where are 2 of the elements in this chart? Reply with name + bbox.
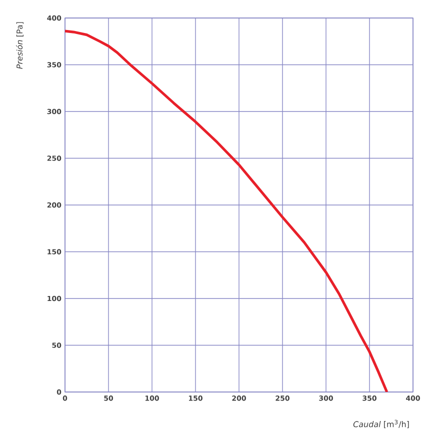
x-axis-title: Caudal [m$^{3}$/h] (353, 420, 409, 428)
y-axis-title: Presión [Pa] (16, 22, 24, 69)
